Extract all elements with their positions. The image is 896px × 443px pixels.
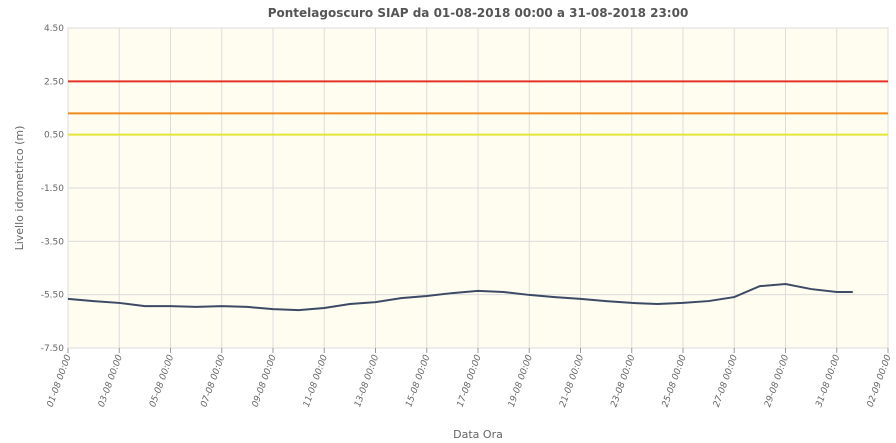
x-tick-label: 21-08 00:00 <box>558 353 586 408</box>
y-tick-label: 4.50 <box>44 24 64 34</box>
x-tick-label: 25-08 00:00 <box>661 353 689 408</box>
y-tick-label: 0.50 <box>44 131 64 141</box>
x-tick-label: 03-08 00:00 <box>97 353 125 408</box>
x-tick-label: 29-08 00:00 <box>763 353 791 408</box>
y-tick-label: -5.50 <box>41 291 65 301</box>
x-tick-label: 05-08 00:00 <box>148 353 176 408</box>
y-tick-label: -3.50 <box>41 237 65 247</box>
x-tick-label: 02-09 00:00 <box>866 353 894 408</box>
chart-title: Pontelagoscuro SIAP da 01-08-2018 00:00 … <box>268 6 689 20</box>
x-tick-label: 31-08 00:00 <box>814 353 842 408</box>
y-tick-label: -7.50 <box>41 344 65 354</box>
x-tick-label: 17-08 00:00 <box>456 353 484 408</box>
x-tick-label: 11-08 00:00 <box>302 353 330 408</box>
x-axis-label: Data Ora <box>453 428 503 441</box>
data-line <box>67 282 853 312</box>
y-tick-label: -1.50 <box>41 184 65 194</box>
y-tick-label: 2.50 <box>44 77 64 87</box>
x-tick-label: 07-08 00:00 <box>199 353 227 408</box>
x-tick-label: 19-08 00:00 <box>507 353 535 408</box>
x-tick-label: 15-08 00:00 <box>404 353 432 408</box>
x-tick-label: 09-08 00:00 <box>251 353 279 408</box>
x-tick-label: 13-08 00:00 <box>353 353 381 408</box>
x-tick-label: 23-08 00:00 <box>609 353 637 408</box>
y-axis-label: Livello idrometrico (m) <box>13 126 26 251</box>
x-tick-label: 01-08 00:00 <box>46 353 74 408</box>
x-tick-label: 27-08 00:00 <box>712 353 740 408</box>
